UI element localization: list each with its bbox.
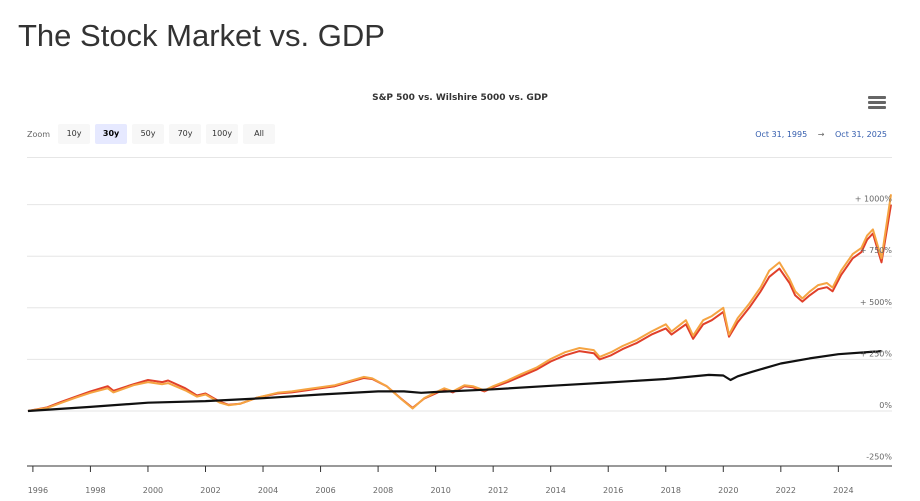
zoom-selector: Zoom 10y 30y 50y 70y 100y All bbox=[27, 124, 280, 144]
x-tick-label: 1998 bbox=[85, 486, 105, 495]
range-arrow: → bbox=[817, 130, 825, 139]
page-title: The Stock Market vs. GDP bbox=[18, 18, 385, 53]
zoom-all-button[interactable]: All bbox=[243, 124, 276, 144]
toolbar-divider bbox=[27, 157, 892, 158]
zoom-label: Zoom bbox=[27, 129, 51, 139]
x-tick-label: 2006 bbox=[315, 486, 335, 495]
zoom-30y-button[interactable]: 30y bbox=[95, 124, 128, 144]
y-tick-label: + 750% bbox=[860, 246, 893, 255]
zoom-50y-button[interactable]: 50y bbox=[132, 124, 165, 144]
series-line-gdp bbox=[27, 350, 882, 413]
series-line-wilshire-5000 bbox=[27, 194, 892, 412]
hamburger-icon-bar bbox=[868, 96, 886, 99]
x-tick-label: 2018 bbox=[661, 486, 681, 495]
range-to[interactable]: Oct 31, 2025 bbox=[835, 130, 887, 139]
x-tick-label: 2020 bbox=[718, 486, 738, 495]
x-tick-label: 2000 bbox=[143, 486, 163, 495]
hamburger-icon-bar bbox=[868, 106, 886, 109]
x-tick-label: 2016 bbox=[603, 486, 623, 495]
x-tick-label: 2022 bbox=[776, 486, 796, 495]
date-range: Oct 31, 1995 → Oct 31, 2025 bbox=[755, 130, 887, 139]
series-line-s-p-500 bbox=[27, 204, 892, 412]
chart-title: S&P 500 vs. Wilshire 5000 vs. GDP bbox=[372, 93, 548, 103]
x-tick-label: 2002 bbox=[200, 486, 220, 495]
x-tick-label: 2012 bbox=[488, 486, 508, 495]
x-tick-label: 2008 bbox=[373, 486, 393, 495]
x-tick-label: 2004 bbox=[258, 486, 278, 495]
y-tick-label: + 1000% bbox=[855, 195, 893, 204]
range-from[interactable]: Oct 31, 1995 bbox=[755, 130, 808, 139]
x-tick-label: 2014 bbox=[546, 486, 566, 495]
x-tick-label: 2024 bbox=[833, 486, 853, 495]
x-tick-label: 1996 bbox=[28, 486, 48, 495]
zoom-10y-button[interactable]: 10y bbox=[58, 124, 91, 144]
x-tick-label: 2010 bbox=[430, 486, 450, 495]
zoom-70y-button[interactable]: 70y bbox=[169, 124, 202, 144]
y-tick-label: + 250% bbox=[860, 349, 893, 358]
y-tick-label: 0% bbox=[879, 401, 892, 410]
hamburger-icon-bar bbox=[868, 101, 886, 104]
chart-menu-button[interactable] bbox=[868, 96, 886, 112]
y-tick-label: + 500% bbox=[860, 298, 893, 307]
y-tick-label: -250% bbox=[866, 453, 892, 462]
zoom-100y-button[interactable]: 100y bbox=[206, 124, 239, 144]
